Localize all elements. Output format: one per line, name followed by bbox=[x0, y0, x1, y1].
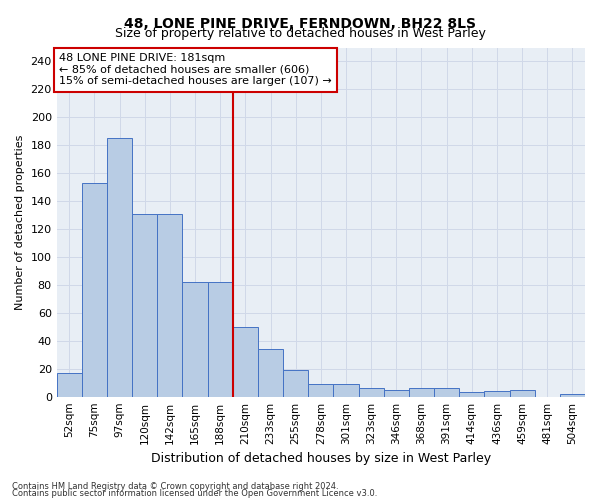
Bar bbox=[308, 384, 334, 396]
Text: 48, LONE PINE DRIVE, FERNDOWN, BH22 8LS: 48, LONE PINE DRIVE, FERNDOWN, BH22 8LS bbox=[124, 18, 476, 32]
Bar bbox=[283, 370, 308, 396]
Text: 48 LONE PINE DRIVE: 181sqm
← 85% of detached houses are smaller (606)
15% of sem: 48 LONE PINE DRIVE: 181sqm ← 85% of deta… bbox=[59, 53, 332, 86]
Bar bbox=[484, 391, 509, 396]
Bar bbox=[132, 214, 157, 396]
Bar bbox=[409, 388, 434, 396]
Bar bbox=[459, 392, 484, 396]
Y-axis label: Number of detached properties: Number of detached properties bbox=[15, 134, 25, 310]
Bar bbox=[56, 373, 82, 396]
Bar bbox=[233, 327, 258, 396]
Bar bbox=[208, 282, 233, 397]
Text: Contains public sector information licensed under the Open Government Licence v3: Contains public sector information licen… bbox=[12, 489, 377, 498]
Bar bbox=[560, 394, 585, 396]
Bar bbox=[258, 349, 283, 397]
Bar bbox=[434, 388, 459, 396]
X-axis label: Distribution of detached houses by size in West Parley: Distribution of detached houses by size … bbox=[151, 452, 491, 465]
Bar bbox=[182, 282, 208, 397]
Text: Contains HM Land Registry data © Crown copyright and database right 2024.: Contains HM Land Registry data © Crown c… bbox=[12, 482, 338, 491]
Bar bbox=[509, 390, 535, 396]
Bar bbox=[157, 214, 182, 396]
Bar bbox=[107, 138, 132, 396]
Bar bbox=[334, 384, 359, 396]
Bar bbox=[359, 388, 384, 396]
Text: Size of property relative to detached houses in West Parley: Size of property relative to detached ho… bbox=[115, 28, 485, 40]
Bar bbox=[82, 183, 107, 396]
Bar bbox=[384, 390, 409, 396]
